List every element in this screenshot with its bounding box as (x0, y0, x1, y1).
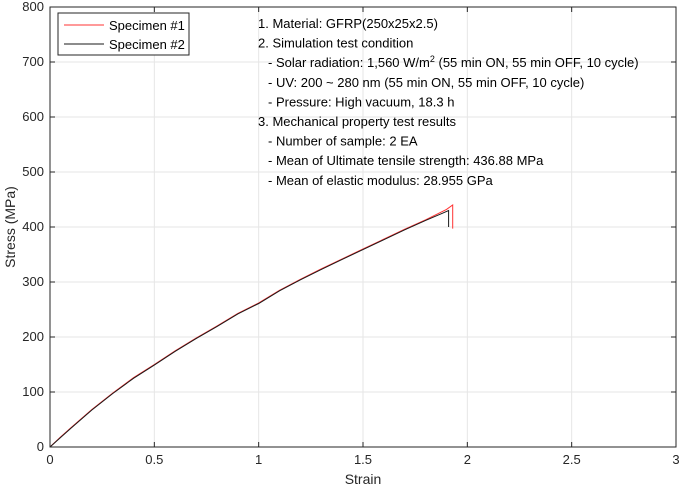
annotation-line-2: 2. Simulation test condition (258, 36, 413, 51)
annotation-line-7: - Number of sample: 2 EA (268, 134, 418, 149)
legend-box (57, 12, 190, 56)
annotation-line-1: 1. Material: GFRP(250x25x2.5) (258, 16, 438, 31)
y-tick-label: 500 (22, 164, 44, 179)
y-tick-label: 300 (22, 274, 44, 289)
y-tick-label: 200 (22, 329, 44, 344)
x-tick-label: 0.5 (145, 452, 163, 467)
y-tick-label: 700 (22, 54, 44, 69)
annotation-line-9: - Mean of elastic modulus: 28.955 GPa (268, 173, 494, 188)
legend-entry-specimen-1: Specimen #1 (109, 18, 185, 33)
grid (49, 6, 677, 448)
legend: Specimen #1 Specimen #2 (57, 12, 190, 56)
y-axis-label: Stress (MPa) (2, 186, 18, 268)
x-tick-label: 2 (464, 452, 471, 467)
series-line-specimen-1 (49, 204, 454, 448)
tick-labels: 0 0.5 1 1.5 2 2.5 3 0 100 200 300 400 500 600 700 800 (22, 0, 679, 467)
annotation-line-4: - UV: 200 ~ 280 nm (55 min ON, 55 min OF… (268, 75, 584, 90)
x-tick-label: 0 (46, 452, 53, 467)
y-tick-label: 800 (22, 0, 44, 14)
x-tick-label: 1 (255, 452, 262, 467)
y-tick-label: 600 (22, 109, 44, 124)
series-layer (49, 204, 454, 448)
x-tick-label: 2.5 (563, 452, 581, 467)
y-tick-label: 400 (22, 219, 44, 234)
x-tick-label: 1.5 (354, 452, 372, 467)
annotation-line-3: - Solar radiation: 1,560 W/m2 (55 min ON… (268, 54, 639, 70)
y-tick-label: 100 (22, 384, 44, 399)
legend-entry-specimen-2: Specimen #2 (109, 37, 185, 52)
x-tick-label: 3 (672, 452, 679, 467)
annotation-line-5: - Pressure: High vacuum, 18.3 h (268, 94, 454, 109)
annotation-line-8: - Mean of Ultimate tensile strength: 436… (268, 153, 544, 168)
y-tick-label: 0 (37, 439, 44, 454)
series-line-specimen-2 (49, 209, 450, 448)
x-axis-label: Strain (345, 471, 382, 487)
ticks (49, 6, 677, 448)
annotation-block: 1. Material: GFRP(250x25x2.5) 2. Simulat… (258, 16, 639, 188)
annotation-line-6: 3. Mechanical property test results (258, 114, 456, 129)
